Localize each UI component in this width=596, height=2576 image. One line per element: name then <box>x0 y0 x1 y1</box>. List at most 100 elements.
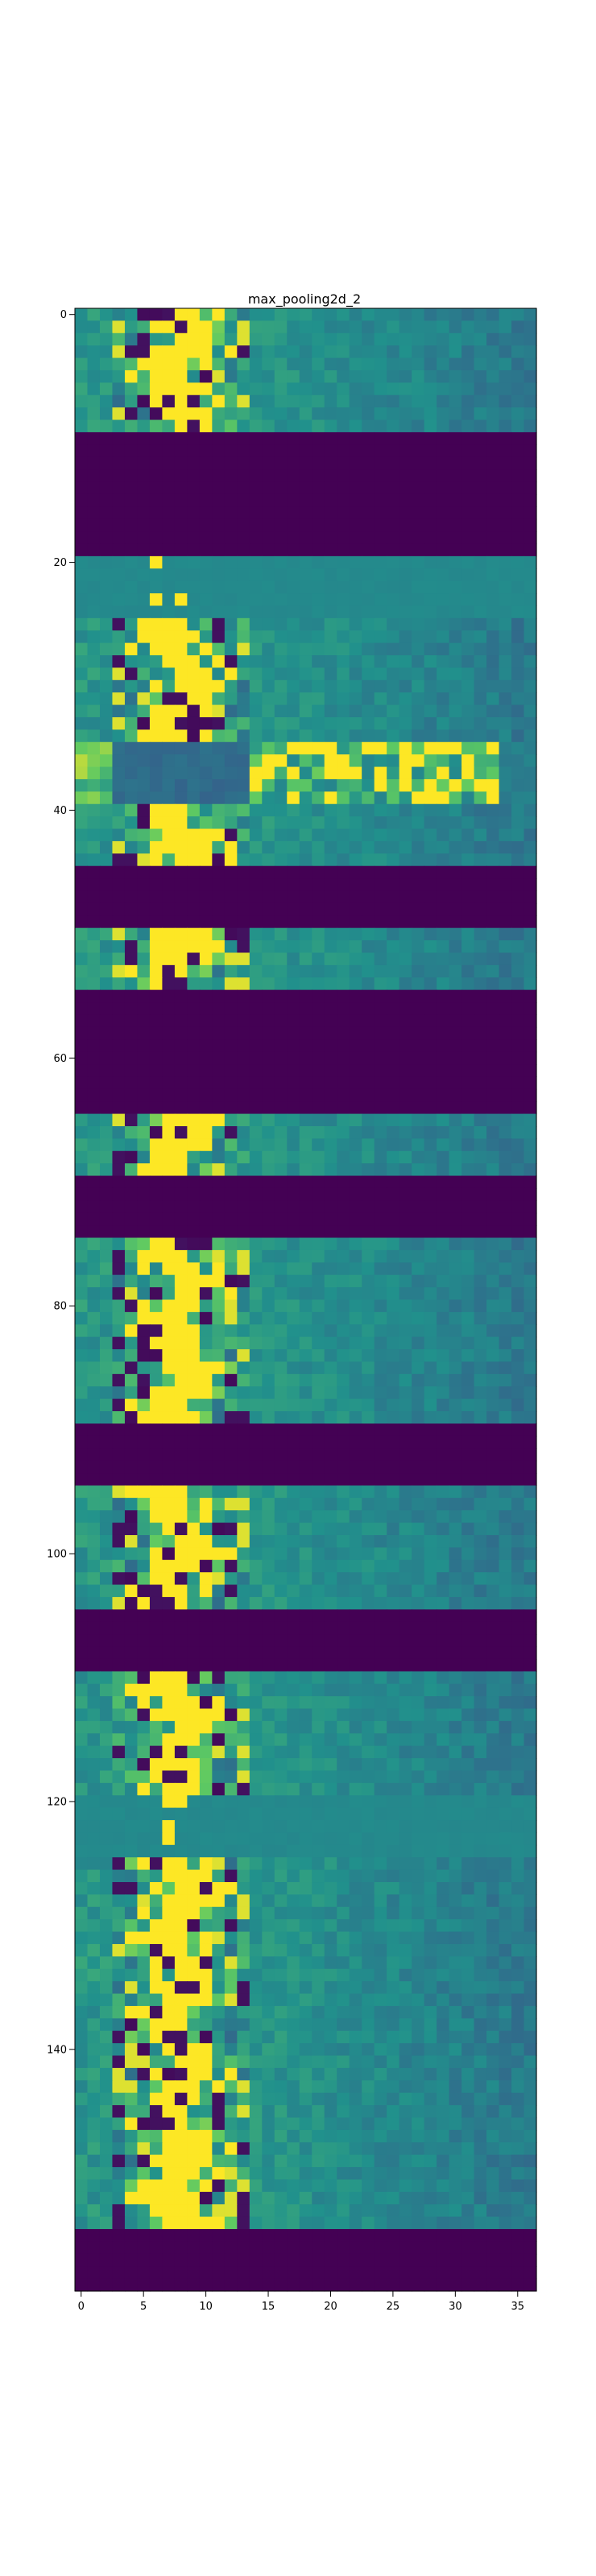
heatmap-cell <box>162 543 176 557</box>
heatmap-cell <box>224 1931 238 1945</box>
heatmap-cell <box>224 1559 238 1573</box>
heatmap-cell <box>349 1770 362 1784</box>
heatmap-cell <box>274 1423 288 1437</box>
heatmap-cell <box>137 1088 151 1102</box>
heatmap-cell <box>474 655 487 669</box>
heatmap-cell <box>149 1844 163 1858</box>
heatmap-cell <box>374 977 387 991</box>
heatmap-cell <box>124 1770 139 1784</box>
heatmap-cell <box>511 1113 525 1127</box>
heatmap-cell <box>274 1882 288 1895</box>
heatmap-cell <box>212 1473 226 1486</box>
heatmap-cell <box>374 345 387 359</box>
heatmap-cell <box>387 1882 400 1895</box>
heatmap-cell <box>374 1324 387 1338</box>
heatmap-cell <box>511 1101 525 1115</box>
heatmap-cell <box>324 1361 337 1375</box>
heatmap-cell <box>99 840 114 854</box>
heatmap-cell <box>399 1026 412 1040</box>
heatmap-cell <box>99 593 114 607</box>
heatmap-cell <box>262 469 275 483</box>
heatmap-cell <box>449 1683 462 1697</box>
heatmap-cell <box>437 865 450 879</box>
heatmap-cell <box>162 568 176 582</box>
heatmap-cell <box>524 679 537 693</box>
heatmap-cell <box>174 1448 188 1462</box>
heatmap-cell <box>362 1014 375 1028</box>
heatmap-cell <box>287 1175 300 1189</box>
heatmap-cell <box>262 1559 275 1573</box>
heatmap-cell <box>524 1621 537 1635</box>
heatmap-cell <box>349 1820 362 1834</box>
heatmap-cell <box>362 419 375 433</box>
heatmap-cell <box>362 1646 375 1660</box>
heatmap-cell <box>387 568 400 582</box>
heatmap-cell <box>149 630 163 644</box>
heatmap-cell <box>437 741 450 755</box>
heatmap-cell <box>212 1832 226 1846</box>
heatmap-cell <box>424 308 437 321</box>
heatmap-cell <box>399 493 412 507</box>
heatmap-band-active <box>75 1485 537 1548</box>
heatmap-cell <box>399 1522 412 1536</box>
heatmap-cell <box>237 543 250 557</box>
heatmap-cell <box>75 1522 89 1536</box>
heatmap-cell <box>511 927 525 941</box>
heatmap-cell <box>237 1064 250 1078</box>
heatmap-cell <box>249 1720 263 1734</box>
heatmap-cell <box>449 1175 462 1189</box>
heatmap-cell <box>387 1534 400 1548</box>
heatmap-cell <box>224 1373 238 1387</box>
heatmap-cell <box>262 332 275 346</box>
heatmap-cell <box>499 1621 512 1635</box>
heatmap-cell <box>299 1919 312 1933</box>
heatmap-cell <box>324 716 337 730</box>
heatmap-cell <box>87 1163 101 1177</box>
heatmap-cell <box>99 1696 114 1710</box>
heatmap-cell <box>299 1485 312 1499</box>
heatmap-cell <box>187 915 201 929</box>
heatmap-cell <box>511 754 525 768</box>
heatmap-cell <box>149 1262 163 1276</box>
heatmap-cell <box>262 878 275 892</box>
heatmap-cell <box>249 655 263 669</box>
heatmap-cell <box>474 1559 487 1573</box>
heatmap-cell <box>387 1844 400 1858</box>
heatmap-cell <box>449 1658 462 1672</box>
heatmap-cell <box>362 1274 375 1288</box>
heatmap-cell <box>449 1473 462 1486</box>
heatmap-cell <box>162 1646 176 1660</box>
heatmap-cell <box>137 1683 151 1697</box>
heatmap-cell <box>511 1584 525 1598</box>
heatmap-cell <box>249 1522 263 1536</box>
heatmap-cell <box>137 1646 151 1660</box>
heatmap-cell <box>137 1931 151 1945</box>
heatmap-cell <box>486 791 500 805</box>
heatmap-cell <box>137 1956 151 1970</box>
heatmap-cell <box>174 1336 188 1350</box>
heatmap-cell <box>324 692 337 706</box>
heatmap-cell <box>137 1572 151 1586</box>
heatmap-cell <box>449 1014 462 1028</box>
heatmap-cell <box>337 1795 350 1809</box>
heatmap-cell <box>337 964 350 978</box>
heatmap-cell <box>412 754 425 768</box>
heatmap-cell <box>87 1770 101 1784</box>
heatmap-cell <box>149 1311 163 1325</box>
heatmap-cell <box>174 518 188 532</box>
heatmap-cell <box>524 1807 537 1821</box>
heatmap-cell <box>224 1299 238 1313</box>
heatmap-cell <box>299 1187 312 1201</box>
heatmap-cell <box>174 1076 188 1090</box>
heatmap-cell <box>412 1696 425 1710</box>
heatmap-cell <box>87 1857 101 1871</box>
heatmap-cell <box>474 1200 487 1214</box>
heatmap-cell <box>137 1770 151 1784</box>
heatmap-cell <box>474 1919 487 1933</box>
heatmap-cell <box>174 890 188 904</box>
heatmap-cell <box>312 890 325 904</box>
heatmap-cell <box>349 1435 362 1449</box>
heatmap-cell <box>461 1361 475 1375</box>
heatmap-cell <box>499 927 512 941</box>
heatmap-cell <box>324 1225 337 1239</box>
